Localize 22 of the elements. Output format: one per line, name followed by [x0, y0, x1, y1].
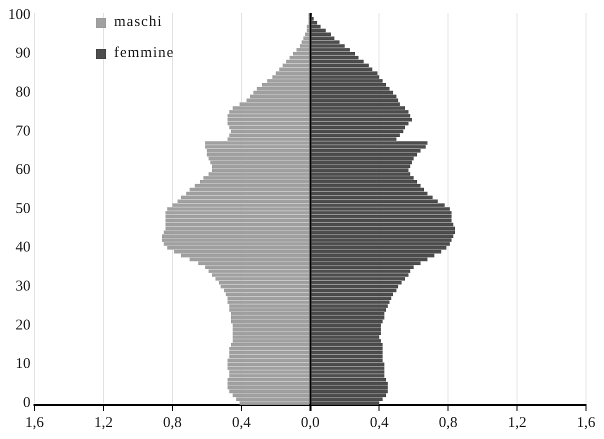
x-tick-label: 0,4 — [370, 414, 390, 431]
y-tick-label: 50 — [16, 200, 30, 217]
y-tick-label: 10 — [16, 356, 30, 372]
y-tick-label: 30 — [16, 278, 30, 295]
x-tick-label: 0,8 — [163, 414, 182, 431]
y-tick-label: 60 — [16, 162, 30, 178]
legend-label: maschi — [114, 14, 162, 31]
y-tick-label: 70 — [16, 123, 30, 140]
x-tick-label: 0,4 — [232, 414, 252, 431]
x-tick-label: 1,2 — [508, 414, 526, 431]
x-tick-label: 0,0 — [300, 414, 320, 431]
y-tick-label: 80 — [16, 84, 30, 100]
x-tick-label: 0,8 — [438, 414, 458, 431]
legend-label: femmine — [114, 45, 174, 62]
x-tick-label: 1,2 — [94, 414, 113, 431]
y-tick-label: 20 — [16, 317, 30, 334]
y-tick-label: 90 — [16, 46, 30, 62]
y-tick-label: 100 — [8, 6, 30, 23]
y-tick-label: 0 — [23, 394, 30, 411]
y-tick-label: 40 — [16, 240, 30, 256]
x-tick-label: 1,6 — [25, 414, 44, 431]
x-tick-label: 1,6 — [576, 414, 596, 431]
